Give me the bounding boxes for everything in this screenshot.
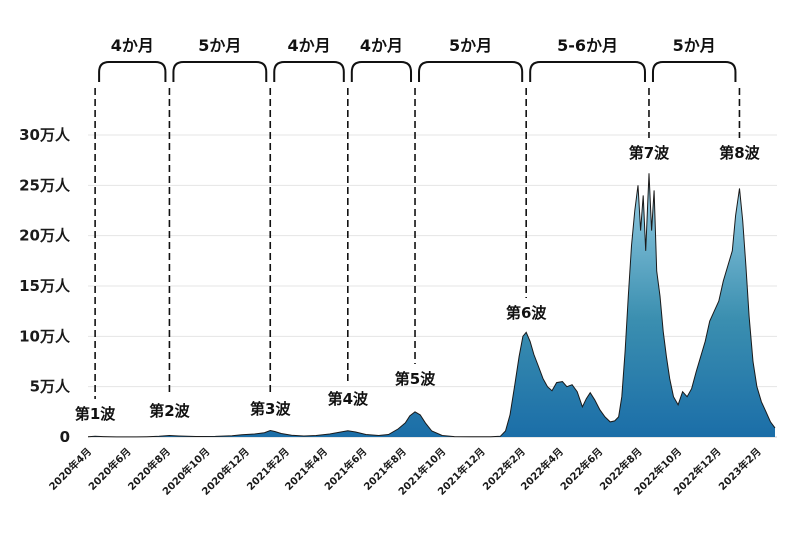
interval-bracket <box>273 61 345 82</box>
interval-label: 5-6か月 <box>557 36 618 55</box>
interval-bracket <box>651 61 737 82</box>
wave-label: 第2波 <box>149 402 190 420</box>
y-tick-label: 5万人 <box>30 378 71 396</box>
wave-label: 第6波 <box>506 304 547 322</box>
interval-label: 4か月 <box>111 36 154 55</box>
wave-labels: 第1波 第2波 第3波 第4波 第5波 第6波 第7波 第8波 <box>75 144 761 423</box>
interval-bracket <box>418 61 524 82</box>
wave-label: 第4波 <box>328 390 369 408</box>
wave-label: 第7波 <box>629 144 670 162</box>
interval-bracket <box>529 61 646 82</box>
gridlines <box>88 134 777 438</box>
wave-label: 第3波 <box>250 400 291 418</box>
x-axis-ticks: 2020年4月2020年6月2020年8月2020年10月2020年12月202… <box>46 445 763 498</box>
y-tick-label: 10万人 <box>19 327 71 345</box>
x-tick-label: 2023年2月 <box>716 445 764 493</box>
interval-label: 4か月 <box>287 36 330 55</box>
area-fill <box>88 173 775 438</box>
interval-bracket <box>172 61 268 82</box>
interval-bracket <box>98 61 167 82</box>
interval-bracket <box>350 61 413 82</box>
y-tick-label: 20万人 <box>19 227 71 245</box>
area-outline <box>87 173 776 438</box>
wave-label: 第5波 <box>395 370 436 388</box>
y-tick-label: 30万人 <box>19 126 71 144</box>
y-tick-label: 15万人 <box>19 277 71 295</box>
wave-label: 第8波 <box>719 144 760 162</box>
interval-label: 5か月 <box>449 36 492 55</box>
y-axis-ticks: 0 5万人 10万人 15万人 20万人 25万人 30万人 <box>19 126 71 446</box>
interval-label: 4か月 <box>360 36 403 55</box>
area-series <box>87 173 776 438</box>
interval-label: 5か月 <box>198 36 241 55</box>
interval-label: 5か月 <box>673 36 716 55</box>
y-tick-label: 25万人 <box>19 176 71 194</box>
wave-intervals: 4か月 5か月 4か月 4か月 5か月 5-6か月 5か月 <box>94 36 741 399</box>
wave-label: 第1波 <box>75 405 116 423</box>
y-tick-label: 0 <box>60 428 70 446</box>
